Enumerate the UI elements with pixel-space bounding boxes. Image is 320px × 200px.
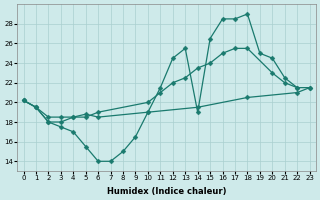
X-axis label: Humidex (Indice chaleur): Humidex (Indice chaleur) bbox=[107, 187, 226, 196]
